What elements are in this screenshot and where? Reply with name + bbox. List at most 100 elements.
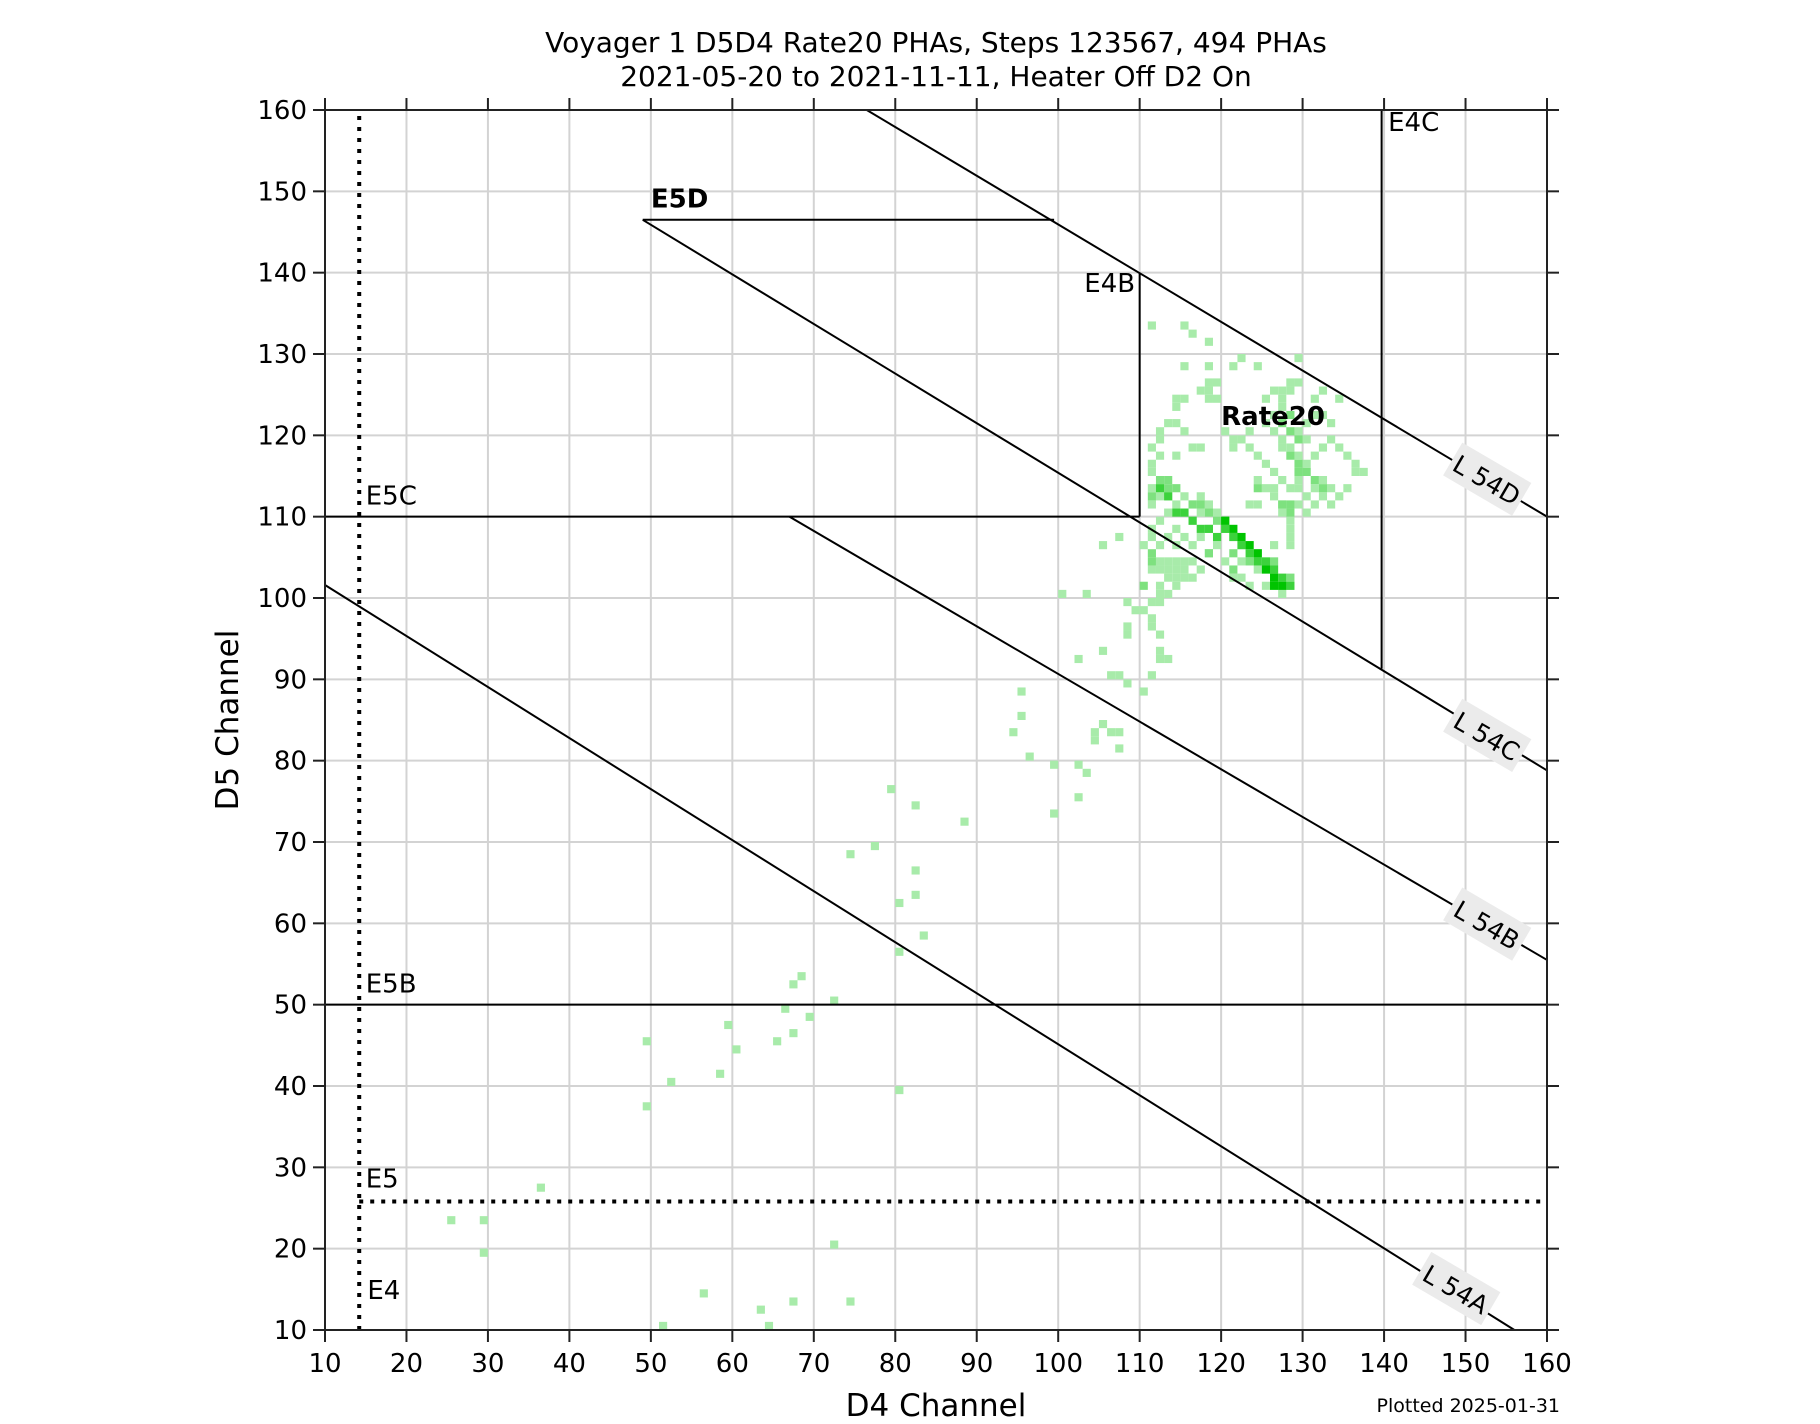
heatmap-bin [1318,476,1328,485]
heatmap-bin [1318,443,1328,452]
plotted-date: Plotted 2025-01-31 [1377,1395,1560,1417]
heatmap-bin [1359,467,1368,476]
heatmap-bin [1294,451,1303,460]
heatmap-bin [1302,508,1311,517]
heatmap-bin [1294,378,1303,387]
heatmap-bin [1180,573,1189,582]
x-tick-label: 150 [1441,1349,1491,1379]
heatmap-bin [789,1029,798,1038]
chart-title: Voyager 1 D5D4 Rate20 PHAs, Steps 123567… [545,26,1327,59]
axis-ticks: 10 20 30 40 50 60 70 80 90 100 110 120 130 140 150 160 1… [257,96,1571,1379]
heatmap-bin [1139,581,1148,590]
heatmap-bin [1335,394,1344,403]
heatmap-bin [781,1004,790,1013]
heatmap-bin [1155,484,1165,493]
y-tick-label: 80 [274,747,307,777]
heatmap-bin [1278,476,1287,485]
heatmap-bin [1229,573,1238,582]
heatmap-bin [1245,549,1254,558]
heatmap-bin [1270,541,1279,550]
heatmap-bin [789,980,798,989]
heatmap-bin [1188,573,1197,582]
heatmap-bin [1172,500,1181,509]
heatmap-bin [830,1240,839,1249]
heatmap-bin [1180,321,1189,330]
heatmap-bin [1294,435,1303,444]
heatmap-bin [1212,394,1222,403]
heatmap-bin [1294,476,1303,485]
heatmap-bin [1343,484,1352,493]
x-tick-label: 60 [716,1349,749,1379]
heatmap-bin [789,1297,798,1306]
heatmap-bin [1261,557,1271,566]
heatmap-bin [716,1069,725,1078]
heatmap-bin [1172,451,1181,460]
heatmap-bin [1294,484,1303,493]
heatmap-bin [1204,394,1213,403]
heatmap-bin [1212,541,1222,550]
heatmap-bins [447,321,1368,1330]
heatmap-bin [1212,508,1222,517]
chart-subtitle: 2021-05-20 to 2021-11-11, Heater Off D2 … [620,60,1252,93]
heatmap-bin [1261,394,1271,403]
heatmap-bin [1270,467,1279,476]
heatmap-bin [1196,443,1205,452]
heatmap-bin [1107,728,1116,737]
boundary-label: E4B [1084,269,1135,299]
heatmap-bin [1164,476,1173,485]
x-tick-label: 70 [797,1349,830,1379]
heatmap-bin [1155,541,1165,550]
heatmap-bin [659,1321,668,1330]
boundary-label: E5 [366,1165,399,1195]
heatmap-bin [732,1045,741,1054]
x-tick-label: 120 [1196,1349,1246,1379]
x-tick-label: 130 [1278,1349,1328,1379]
heatmap-bin [1147,484,1156,493]
heatmap-bin [919,931,928,940]
heatmap-bin [1318,492,1328,501]
heatmap-bin [1286,443,1295,452]
heatmap-bin [1261,484,1271,493]
heatmap-bin [1115,744,1124,753]
heatmap-bin [1294,354,1303,363]
heatmap-bin [895,947,904,956]
heatmap-bin [1245,541,1254,550]
heatmap-bin [1147,671,1156,680]
heatmap-bin [1123,630,1132,639]
heatmap-bin [1327,484,1336,493]
heatmap-bin [1172,524,1181,533]
heatmap-bin [911,890,920,899]
heatmap-bin [1147,598,1156,607]
heatmap-bin [1270,386,1279,395]
heatmap-bin [1253,476,1262,485]
heatmap-bin [1212,378,1222,387]
heatmap-bin [1196,508,1205,517]
heatmap-bin [960,817,969,826]
heatmap-bin [1229,435,1238,444]
x-tick-label: 10 [308,1349,341,1379]
heatmap-bin [642,1102,651,1111]
heatmap-bin [724,1020,733,1030]
heatmap-bin [1318,386,1328,395]
heatmap-bin [1278,394,1287,403]
heatmap-bin [1221,427,1230,436]
grid-lines [325,110,1547,1330]
heatmap-bin [1050,809,1059,818]
heatmap-bin [1221,524,1230,533]
heatmap-bin [1286,532,1295,542]
heatmap-bin [1155,589,1165,598]
heatmap-bin [1327,419,1336,428]
boundary-label: E4C [1388,108,1439,138]
heatmap-bin [1180,508,1189,517]
heatmap-bin [1147,557,1156,566]
heatmap-bin [1172,573,1181,582]
heatmap-bin [1286,484,1295,493]
heatmap-bin [1204,508,1213,517]
boundary-label: Rate20 [1221,402,1325,432]
heatmap-bin [1270,410,1279,420]
heatmap-bin [1090,736,1099,745]
heatmap-bin [1278,386,1287,395]
y-tick-label: 140 [257,259,307,289]
heatmap-bin [1278,581,1287,590]
